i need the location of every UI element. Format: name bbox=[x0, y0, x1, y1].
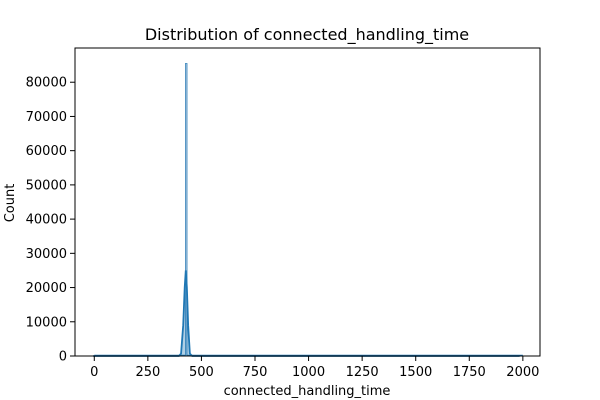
x-tick-label: 1750 bbox=[453, 365, 486, 380]
x-tick-label: 1250 bbox=[346, 365, 379, 380]
y-tick-label: 20000 bbox=[26, 281, 67, 296]
kde-line bbox=[93, 270, 520, 357]
x-tick-label: 1500 bbox=[399, 365, 432, 380]
y-tick-label: 50000 bbox=[26, 178, 67, 193]
axes: 0 250 500 750 1000 1250 1500 1750 20000100002000… bbox=[26, 47, 541, 380]
x-tick-label: 750 bbox=[243, 365, 268, 380]
y-tick-label: 80000 bbox=[26, 76, 67, 91]
y-tick-label: 0 bbox=[59, 350, 67, 365]
x-tick-label: 1000 bbox=[292, 365, 325, 380]
y-tick-label: 60000 bbox=[26, 144, 67, 159]
axes-frame bbox=[74, 47, 541, 357]
y-tick-label: 70000 bbox=[26, 110, 67, 125]
chart-title: Distribution of connected_handling_time bbox=[145, 25, 469, 45]
x-tick-label: 250 bbox=[135, 365, 160, 380]
y-tick-label: 30000 bbox=[26, 247, 67, 262]
x-tick-label: 0 bbox=[90, 365, 98, 380]
y-tick-label: 40000 bbox=[26, 213, 67, 228]
y-axis-label: Count bbox=[3, 184, 18, 223]
x-tick-label: 2000 bbox=[506, 365, 539, 380]
x-tick-label: 500 bbox=[189, 365, 214, 380]
x-axis-label: connected_handling_time bbox=[224, 384, 391, 399]
y-tick-label: 10000 bbox=[26, 315, 67, 330]
